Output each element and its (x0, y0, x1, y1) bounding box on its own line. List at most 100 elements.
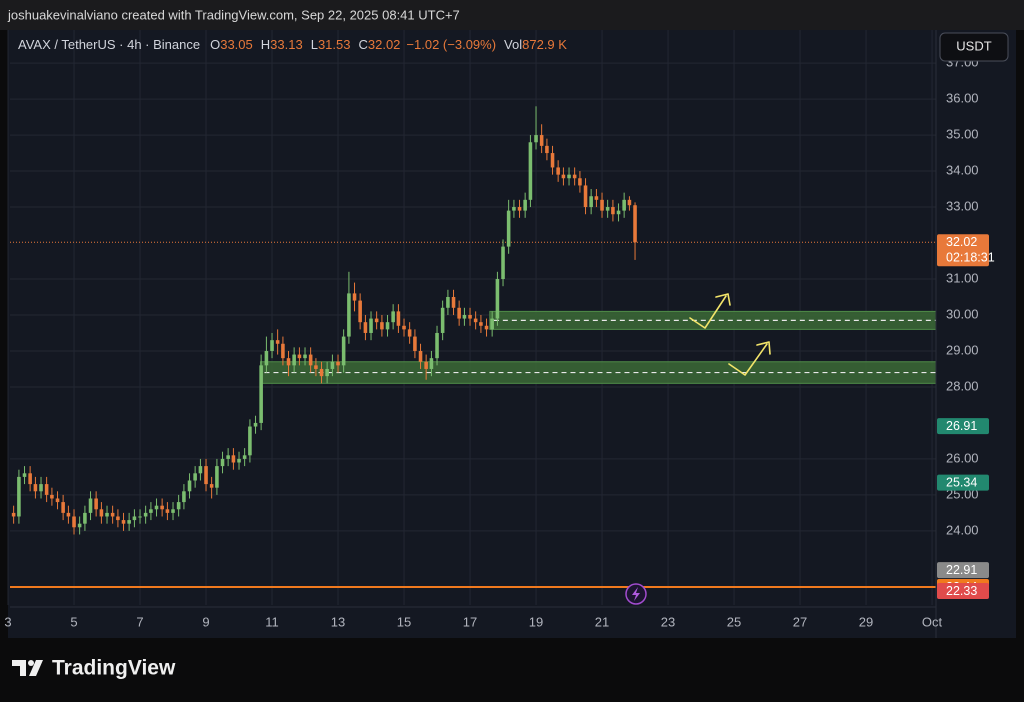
legend-symbol: AVAX / TetherUS · 4h · Binance (18, 37, 200, 52)
y-tick-label: 36.00 (946, 91, 979, 106)
candle-body (77, 523, 82, 528)
legend-field-value: 31.53 (318, 37, 351, 52)
candle-body (275, 340, 280, 344)
candle-body (143, 512, 148, 517)
candle-body (374, 318, 379, 323)
price-label-box (937, 234, 989, 267)
candle-body (391, 311, 395, 323)
drawn-arrows (689, 293, 771, 376)
candle-body (633, 205, 637, 243)
candle-body (517, 207, 522, 211)
candle-body (248, 426, 252, 456)
candle-body (501, 246, 505, 279)
candle-body (66, 512, 71, 517)
credit: joshuakevinalviano created with TradingV… (7, 7, 460, 22)
candle-body (110, 512, 115, 517)
candle-body (578, 178, 582, 186)
candle-body (17, 476, 21, 517)
candle-body (506, 210, 511, 247)
candle-body (462, 314, 467, 319)
x-tick-label: 13 (331, 614, 345, 629)
x-tick-label: 9 (202, 614, 209, 629)
candle-body (132, 516, 137, 521)
candle-body (127, 520, 131, 524)
candle-body (198, 466, 203, 474)
candle-body (330, 361, 335, 369)
candle-body (39, 484, 43, 492)
currency-button[interactable] (939, 32, 1009, 62)
candle-body (528, 142, 533, 200)
legend-field-label: O (210, 37, 220, 52)
price-label: 22.33 (946, 584, 977, 598)
x-tick-label: 15 (397, 614, 411, 629)
legend: AVAX / TetherUS · 4h · Binance O33.05 H33.… (18, 37, 567, 52)
legend-volume-label: Vol (504, 37, 522, 52)
candle-body (182, 491, 186, 503)
candle-body (149, 509, 153, 513)
candle-body (319, 368, 324, 377)
candles (11, 106, 637, 535)
arrow-lower-head (756, 341, 771, 355)
arrow-upper-head (715, 293, 731, 306)
candle-body (165, 509, 170, 513)
candle-body (567, 174, 571, 179)
candle-body (242, 455, 247, 459)
candle-body (512, 207, 516, 211)
logo-mark-t (12, 660, 26, 676)
candle-body (99, 509, 104, 517)
candle-body (358, 300, 362, 323)
legend-field-label: H (261, 37, 270, 52)
currency: USDT (956, 38, 991, 53)
candle-body (534, 135, 538, 143)
arrow-upper (689, 295, 727, 329)
price-label-box (937, 562, 989, 579)
x-tick-label: 29 (859, 614, 873, 629)
candle-body (490, 318, 494, 330)
candle-body (138, 516, 142, 518)
candle-body (429, 358, 434, 369)
legend-field-value: 33.13 (270, 37, 303, 52)
event-icon-bolt (632, 587, 640, 601)
candle-body (160, 505, 164, 510)
candle-body (473, 318, 478, 323)
y-tick-label: 30.00 (946, 306, 979, 321)
legend-field-label: L (311, 37, 318, 52)
candle-body (418, 350, 423, 362)
candle-body (226, 455, 230, 459)
grid (7, 30, 936, 605)
candle-body (204, 466, 208, 485)
candle-body (259, 365, 263, 423)
legend-field-value: 32.02 (368, 37, 401, 52)
brand-logo (12, 660, 43, 676)
y-tick-label: 24.00 (946, 522, 979, 537)
x-tick-label: 27 (793, 614, 807, 629)
candle-body (363, 322, 368, 333)
x-tick-label: 7 (136, 614, 143, 629)
candle-body (187, 480, 192, 492)
candle-body (253, 422, 258, 427)
candle-body (270, 340, 274, 351)
candle-body (435, 332, 439, 359)
x-tick-label: 11 (265, 614, 279, 629)
x-tick-label: 17 (463, 614, 477, 629)
legend-field-label: C (358, 37, 367, 52)
candle-body (209, 484, 214, 488)
candle-body (451, 296, 456, 308)
price-label: 26.91 (946, 419, 977, 433)
candle-body (83, 512, 87, 524)
x-tick-label: 23 (661, 614, 675, 629)
candle-body (72, 516, 76, 528)
candle-body (616, 210, 621, 215)
price-label: 32.02 (946, 235, 977, 249)
x-tick-label: Oct (922, 614, 943, 629)
candle-body (297, 354, 302, 359)
candle-body (341, 336, 346, 366)
candle-body (369, 318, 373, 333)
x-tick-label: 19 (529, 614, 543, 629)
candle-body (88, 498, 93, 513)
candle-body (380, 322, 384, 330)
candle-body (385, 322, 390, 330)
candle-body (583, 185, 588, 208)
